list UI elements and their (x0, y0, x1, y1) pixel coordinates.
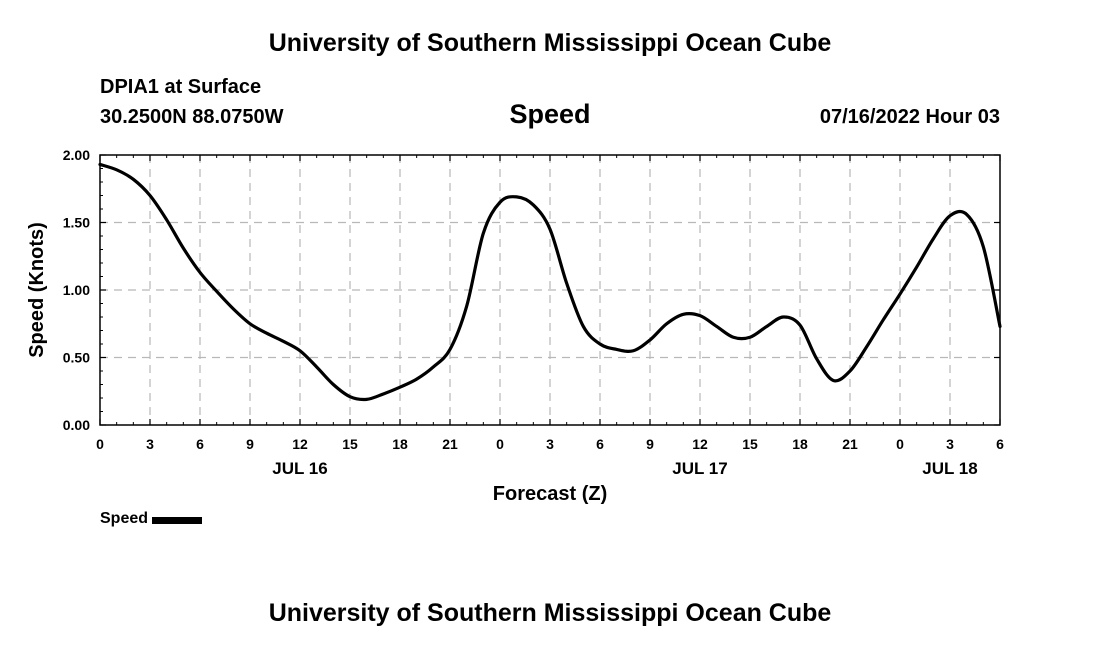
variable-title: Speed (509, 99, 591, 129)
x-tick-label: 9 (246, 436, 254, 452)
legend-swatch (152, 517, 203, 524)
x-tick-label: 0 (96, 436, 104, 452)
day-label: JUL 16 (272, 459, 327, 478)
y-tick-label: 1.00 (63, 282, 90, 298)
x-tick-label: 15 (742, 436, 758, 452)
y-tick-label: 1.50 (63, 215, 90, 231)
x-tick-label: 0 (896, 436, 904, 452)
y-tick-labels: 0.00 0.50 1.00 1.50 2.00 (63, 147, 90, 433)
legend: Speed (100, 510, 203, 528)
y-tick-label: 0.00 (63, 417, 90, 433)
x-tick-label: 12 (292, 436, 308, 452)
x-tick-label: 6 (196, 436, 204, 452)
x-tick-label: 6 (996, 436, 1004, 452)
y-tick-label: 0.50 (63, 350, 90, 366)
x-tick-label: 3 (146, 436, 154, 452)
chart-title: University of Southern Mississippi Ocean… (268, 29, 832, 57)
plot-frame (99, 154, 1001, 426)
latlon-label: 30.2500N 88.0750W (100, 106, 284, 128)
station-label: DPIA1 at Surface (100, 76, 262, 98)
day-labels: JUL 16 JUL 17 JUL 18 (272, 459, 977, 478)
speed-line (98, 162, 1002, 402)
x-tick-label: 15 (342, 436, 358, 452)
footer-title: University of Southern Mississippi Ocean… (268, 599, 832, 627)
x-tick-labels: 0 3 6 9 12 15 18 21 0 3 6 9 12 15 18 21 0 3 6 (96, 436, 1004, 452)
x-tick-label: 12 (692, 436, 708, 452)
y-axis-label: Speed (Knots) (26, 222, 48, 358)
x-tick-label: 6 (596, 436, 604, 452)
x-tick-label: 21 (442, 436, 458, 452)
datetime-label: 07/16/2022 Hour 03 (819, 106, 1000, 128)
x-tick-label: 0 (496, 436, 504, 452)
grid (100, 155, 1000, 425)
x-tick-label: 9 (646, 436, 654, 452)
y-tick-label: 2.00 (63, 147, 90, 163)
x-tick-label: 18 (392, 436, 408, 452)
x-tick-label: 21 (842, 436, 858, 452)
x-tick-label: 3 (946, 436, 954, 452)
x-axis-label: Forecast (Z) (493, 483, 607, 505)
x-tick-label: 18 (792, 436, 808, 452)
day-label: JUL 18 (922, 459, 977, 478)
day-label: JUL 17 (672, 459, 727, 478)
x-tick-label: 3 (546, 436, 554, 452)
legend-label: Speed (100, 510, 149, 527)
